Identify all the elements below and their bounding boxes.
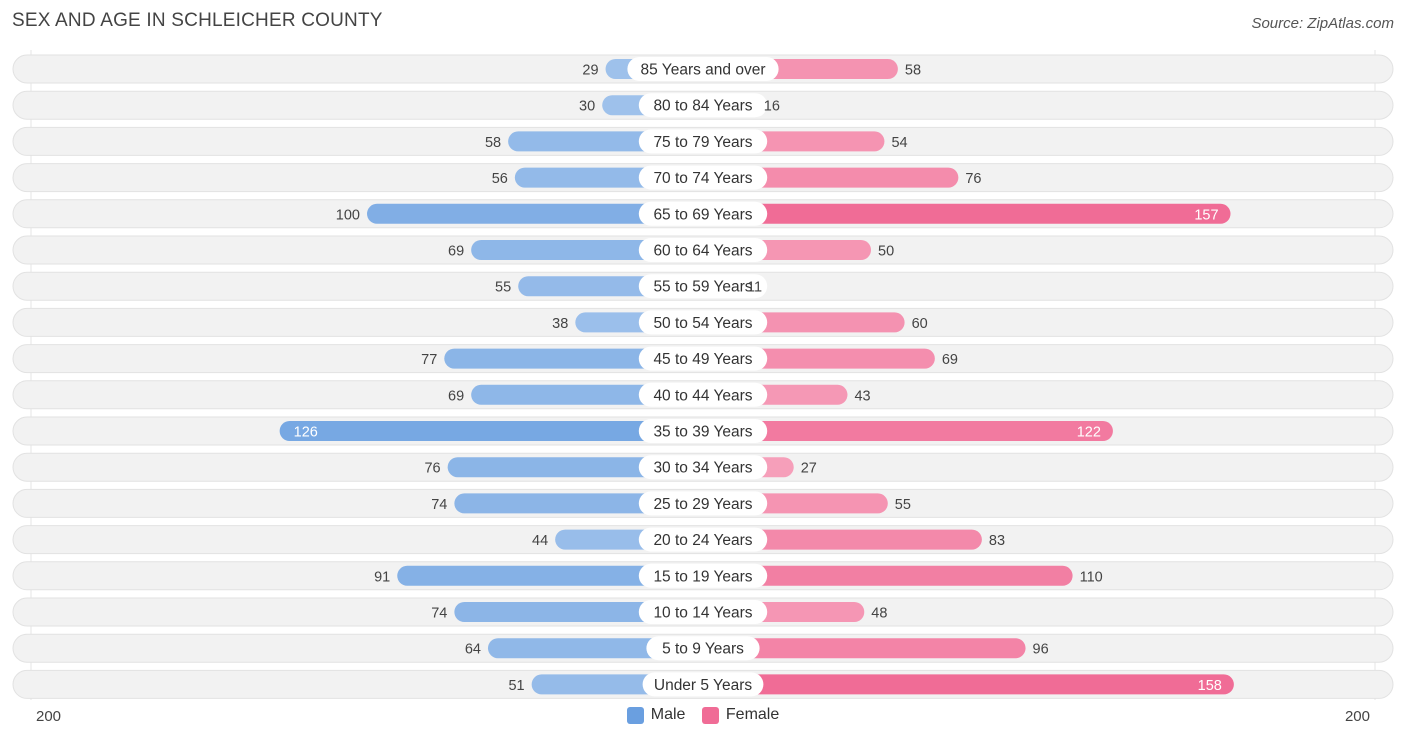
chart-title: SEX AND AGE IN SCHLEICHER COUNTY	[12, 10, 383, 31]
category-label: 50 to 54 Years	[653, 315, 752, 332]
female-value-label: 48	[871, 606, 887, 622]
male-value-label: 100	[336, 207, 360, 223]
category-label-bg	[642, 672, 764, 697]
male-value-label: 69	[448, 388, 464, 404]
male-value-label: 64	[465, 642, 481, 658]
female-bar	[693, 565, 1073, 586]
category-label-bg	[638, 93, 768, 118]
axis-left-label: 200	[36, 708, 62, 725]
female-value-label: 60	[912, 316, 928, 332]
male-swatch	[626, 706, 644, 724]
male-value-label: 74	[431, 606, 447, 622]
male-value-label: 55	[495, 280, 511, 296]
male-value-label: 77	[421, 352, 437, 368]
category-label-bg	[638, 238, 768, 262]
category-label-bg	[638, 382, 768, 407]
source-label: Source: ZipAtlas.com	[1251, 15, 1394, 32]
category-label: 25 to 29 Years	[653, 496, 752, 513]
female-value-label: 50	[878, 244, 894, 260]
male-value-label: 29	[582, 63, 598, 79]
female-value-label: 54	[891, 135, 907, 151]
legend-female-label: Female	[725, 706, 780, 723]
legend-item-male: Male	[626, 706, 686, 724]
female-value-label: 27	[801, 461, 817, 477]
category-label-bg	[638, 201, 768, 226]
category-label: Under 5 Years	[654, 677, 752, 694]
female-bar	[693, 203, 1231, 224]
category-label-bg	[638, 165, 768, 190]
category-label: 30 to 34 Years	[653, 460, 752, 477]
male-value-label: 126	[294, 425, 318, 441]
legend-item-female: Female	[701, 706, 780, 724]
female-value-label: 96	[1033, 642, 1049, 658]
female-swatch	[701, 706, 719, 724]
male-value-label: 56	[492, 171, 508, 187]
female-value-label: 122	[1077, 425, 1101, 441]
category-label-bg	[638, 600, 768, 624]
male-bar	[279, 421, 713, 441]
male-value-label: 76	[424, 461, 440, 477]
category-label: 35 to 39 Years	[653, 424, 752, 441]
legend-male-label: Male	[650, 706, 686, 723]
category-label-bg	[638, 419, 768, 443]
male-value-label: 38	[552, 316, 568, 332]
female-value-label: 55	[895, 497, 911, 513]
category-label-bg	[638, 274, 768, 299]
category-label: 55 to 59 Years	[653, 279, 752, 296]
female-bar	[693, 421, 1113, 441]
category-label-bg	[638, 563, 768, 588]
category-label: 85 Years and over	[641, 62, 766, 79]
category-label-bg	[627, 57, 779, 81]
male-value-label: 30	[579, 99, 595, 115]
category-label: 5 to 9 Years	[662, 641, 744, 658]
category-label: 20 to 24 Years	[653, 532, 752, 549]
category-label: 40 to 44 Years	[653, 387, 752, 404]
female-value-label: 76	[965, 171, 981, 187]
female-value-label: 110	[1080, 569, 1103, 585]
category-label-bg	[638, 346, 768, 371]
legend: Male Female	[0, 706, 1406, 729]
category-label: 60 to 64 Years	[653, 243, 752, 260]
female-bar	[693, 674, 1234, 695]
male-value-label: 58	[485, 135, 501, 151]
category-label-bg	[638, 491, 768, 516]
female-value-label: 158	[1198, 678, 1222, 694]
category-label: 10 to 14 Years	[653, 605, 752, 622]
category-label: 15 to 19 Years	[653, 568, 752, 585]
male-value-label: 44	[532, 533, 548, 549]
male-value-label: 51	[508, 678, 524, 694]
category-label: 65 to 69 Years	[653, 206, 752, 223]
female-bar	[693, 638, 1026, 659]
male-value-label: 74	[431, 497, 447, 513]
category-label-bg	[638, 527, 768, 552]
category-label: 45 to 49 Years	[653, 351, 752, 368]
female-value-label: 157	[1194, 207, 1218, 223]
axis-right-label: 200	[1344, 708, 1370, 725]
category-label-bg	[646, 636, 760, 661]
category-label-bg	[638, 310, 768, 335]
female-value-label: 16	[764, 99, 780, 115]
female-value-label: 69	[942, 352, 958, 368]
female-value-label: 83	[989, 533, 1005, 549]
population-pyramid-chart: 85 Years and over 29 58 80 to 84 Years 30 16 7…	[12, 50, 1394, 700]
female-value-label: 11	[747, 280, 762, 296]
male-bar	[397, 565, 713, 586]
category-label: 75 to 79 Years	[653, 134, 752, 151]
female-value-label: 58	[905, 63, 921, 79]
male-value-label: 91	[374, 569, 390, 585]
category-label: 80 to 84 Years	[653, 98, 752, 115]
male-bar	[367, 203, 713, 224]
category-label-bg	[638, 129, 768, 154]
category-label: 70 to 74 Years	[653, 170, 752, 187]
category-label-bg	[638, 455, 768, 480]
female-value-label: 43	[854, 388, 870, 404]
male-value-label: 69	[448, 244, 464, 260]
